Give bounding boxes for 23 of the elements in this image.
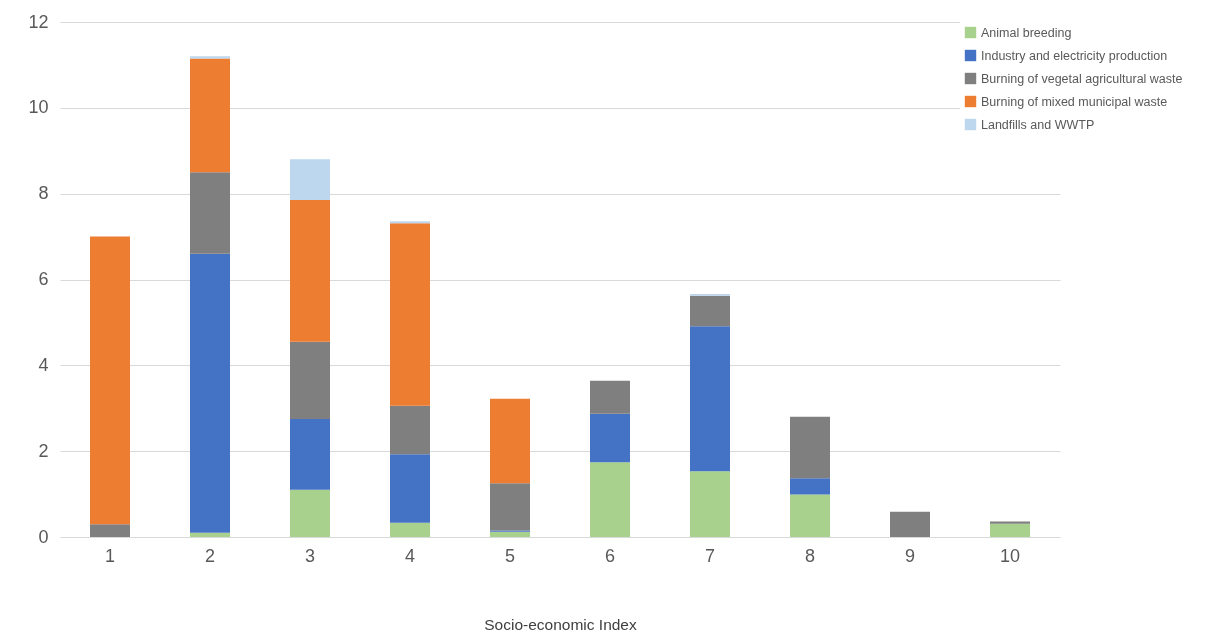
x-tick-label: 2 [204,545,216,566]
x-tick-label: 5 [504,545,516,566]
y-tick-label: 8 [38,183,49,204]
legend-label: Industry and electricity production [981,48,1168,63]
y-tick-label: 0 [38,526,49,547]
x-tick-label: 6 [604,545,616,566]
legend-label: Burning of mixed municipal waste [981,94,1168,109]
legend-label: Landfills and WWTP [981,117,1095,132]
y-tick-label: 12 [28,11,49,32]
y-tick-label: 10 [28,97,49,118]
x-axis-title: Socio-economic Index [484,615,637,633]
x-tick-label: 4 [404,545,416,566]
x-tick-label: 9 [904,545,916,566]
x-tick-label: 8 [804,545,816,566]
x-tick-label: 1 [104,545,116,566]
y-tick-label: 2 [38,440,49,461]
y-tick-label: 6 [38,269,49,289]
x-tick-label: 3 [304,545,316,566]
y-tick-label: 4 [38,354,49,375]
x-tick-label: 10 [999,545,1021,566]
legend-label: Burning of vegetal agricultural waste [981,71,1183,86]
legend-label: Animal breeding [981,25,1072,40]
x-tick-label: 7 [704,545,716,566]
